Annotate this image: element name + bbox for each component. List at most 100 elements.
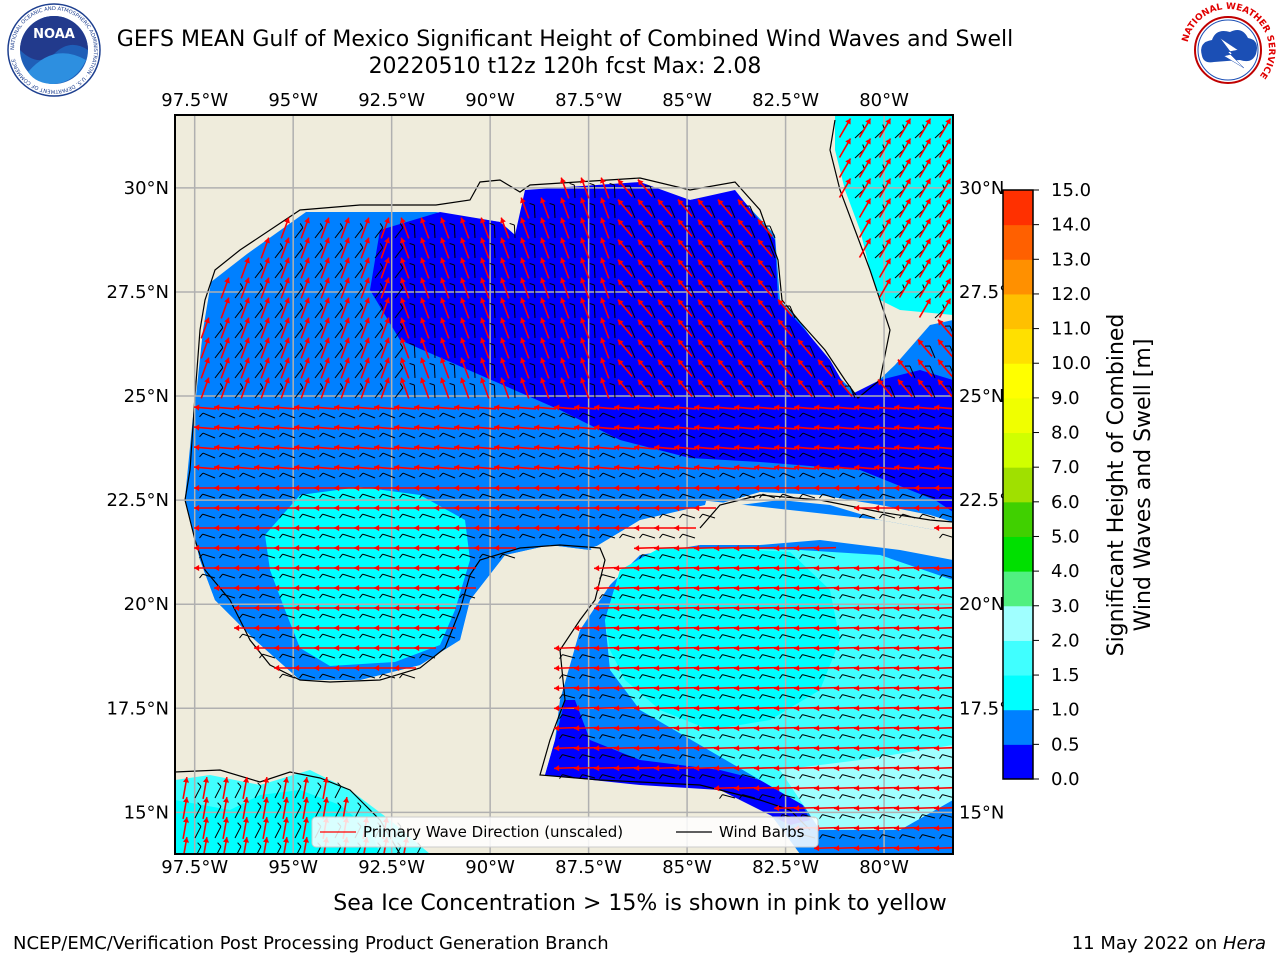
wave-direction-arrowhead [264, 257, 270, 264]
wave-direction-arrowhead [714, 404, 720, 411]
wind-barb [482, 472, 496, 479]
wind-barb [582, 432, 596, 439]
wind-barb-flag [439, 593, 443, 599]
wind-barb-flag [699, 774, 703, 779]
wave-direction-arrowhead [394, 444, 400, 451]
wind-barb [433, 324, 436, 339]
wind-barb-flag [319, 363, 324, 368]
wave-direction-arrowhead [794, 685, 800, 692]
wave-direction-arrowhead [460, 297, 466, 304]
wind-barb-flag [699, 594, 703, 599]
wind-barb [789, 345, 796, 359]
wind-barb-flag [779, 472, 784, 478]
wind-barb [214, 347, 224, 359]
wind-barb [314, 267, 324, 279]
wave-direction-arrowhead [334, 604, 340, 612]
wave-direction-arrowhead [894, 484, 900, 492]
wind-barb-flag [409, 222, 415, 226]
lon-tick-label-bottom: 80°W [859, 857, 909, 878]
wind-barb [302, 613, 316, 619]
wind-barb-flag [939, 432, 944, 438]
wind-barb-flag [379, 383, 384, 388]
wave-direction-arrowhead [434, 504, 440, 512]
wind-barb-flag [259, 472, 264, 478]
wind-barb [689, 345, 696, 359]
colorbar-swatch-4 [1003, 605, 1033, 641]
wind-barb-flag [659, 754, 663, 759]
wind-barb [762, 554, 776, 559]
wind-barb-flag [609, 362, 615, 366]
wave-direction-arrowhead [514, 524, 520, 532]
wind-barb [742, 734, 756, 739]
wind-barb-flag [879, 754, 883, 759]
wave-direction-arrowhead [794, 404, 800, 411]
wind-barb-flag [419, 472, 424, 478]
wave-direction-arrowhead [474, 544, 480, 552]
wave-direction-arrowhead [797, 359, 804, 366]
wave-direction-arrowhead [794, 424, 800, 431]
wave-direction-arrowhead [874, 665, 880, 672]
wind-barb [482, 553, 496, 559]
wind-barb-flag [939, 654, 943, 659]
wave-direction-arrowhead [460, 377, 466, 384]
wind-barb-flag [899, 452, 904, 458]
wind-barb [573, 284, 576, 299]
wind-barb [222, 593, 236, 599]
wind-barb-flag [239, 383, 244, 388]
wave-direction-arrowhead [460, 357, 466, 364]
wind-barb-flag [639, 674, 643, 679]
wind-barb-flag [819, 754, 823, 759]
wind-barb [294, 786, 302, 799]
wind-barb-flag [359, 633, 363, 639]
wind-barb [482, 432, 496, 439]
wind-barb [442, 412, 456, 419]
wind-barb [582, 754, 596, 759]
wind-barb [709, 205, 716, 219]
wave-direction-arrowhead [294, 464, 300, 471]
wave-direction-arrowhead [334, 664, 340, 672]
wind-barb [862, 513, 876, 519]
wave-direction-arrowhead [374, 464, 380, 471]
wave-direction-arrowhead [874, 444, 880, 451]
wind-barb-flag [219, 383, 224, 388]
wave-direction-arrowhead [294, 564, 300, 572]
wave-direction-arrowhead [754, 685, 760, 692]
wind-barb [922, 754, 936, 759]
wind-barb-flag [239, 553, 243, 559]
wind-barb [602, 774, 616, 779]
wind-barb [282, 553, 296, 559]
wind-barb-flag [399, 412, 404, 418]
wave-direction-arrowhead [934, 484, 940, 492]
wave-direction-arrowhead [324, 277, 330, 284]
wave-direction-arrowhead [657, 359, 664, 366]
wind-barb [513, 344, 516, 359]
wave-direction-arrowhead [737, 279, 744, 286]
wave-direction-arrowhead [714, 725, 720, 732]
wind-barb-flag [559, 412, 564, 418]
wave-direction-arrowhead [474, 424, 480, 431]
wind-barb [602, 654, 616, 659]
wave-direction-arrowhead [500, 217, 506, 224]
wave-direction-arrowhead [302, 817, 310, 823]
wind-barb-flag [279, 633, 283, 639]
wind-barb-flag [279, 573, 283, 579]
wave-direction-arrowhead [374, 584, 380, 592]
wave-direction-arrowhead [897, 379, 904, 386]
wind-barb-flag [279, 493, 283, 499]
wind-barb [729, 325, 736, 339]
wind-barb [702, 614, 716, 619]
wind-barb [493, 304, 496, 319]
wind-barb [262, 412, 276, 419]
wind-barb-flag [569, 302, 575, 306]
wind-barb [822, 574, 836, 579]
wind-barb-flag [399, 223, 404, 228]
wind-barb [922, 774, 936, 779]
credit-left: NCEP/EMC/Verification Post Processing Pr… [13, 933, 609, 954]
wave-direction-arrowhead [634, 404, 640, 411]
wind-barb-flag [459, 412, 464, 418]
wind-barb-flag [539, 533, 543, 539]
wind-barb [722, 574, 736, 579]
wind-barb [802, 554, 816, 559]
wave-direction-arrowhead [594, 484, 600, 492]
